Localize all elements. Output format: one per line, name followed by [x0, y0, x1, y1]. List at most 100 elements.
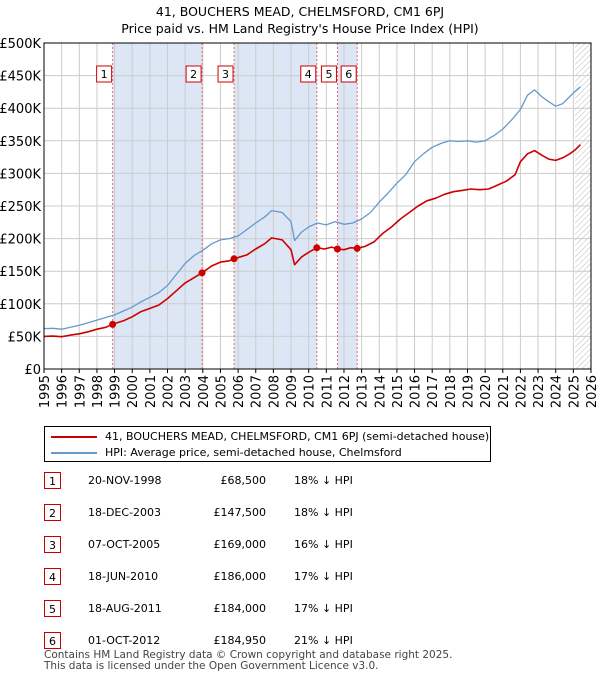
- y-tick-label: £200K: [0, 233, 41, 248]
- y-tick-label: £0: [24, 363, 41, 378]
- x-tick-label: 2010: [303, 375, 318, 408]
- y-tick-label: £400K: [0, 102, 41, 117]
- x-tick-label: 2000: [126, 375, 141, 408]
- x-tick-label: 2003: [179, 375, 194, 408]
- sale-date: 18-AUG-2011: [88, 602, 162, 615]
- sale-label-box: [96, 65, 113, 83]
- x-tick-label: 2018: [444, 375, 459, 408]
- plot-frame: [43, 42, 592, 370]
- x-tick-label: 2019: [461, 375, 476, 408]
- y-tick-label: £450K: [0, 70, 41, 85]
- sale-date: 18-JUN-2010: [88, 570, 159, 583]
- sale-price: £184,000: [213, 602, 267, 615]
- sale-label-box: [340, 65, 357, 83]
- sale-marker: [198, 269, 206, 277]
- sale-number-badge: 1: [44, 472, 61, 489]
- table-row: 2 18-DEC-2003 £147,500 18% ↓ HPI: [44, 504, 384, 524]
- sale-marker: [109, 320, 117, 328]
- x-tick-label: 2024: [550, 375, 565, 408]
- x-tick-label: 2008: [267, 375, 282, 408]
- sale-number-badge: 2: [44, 504, 61, 521]
- y-tick-label: £350K: [0, 135, 41, 150]
- sale-date: 18-DEC-2003: [88, 506, 162, 519]
- hpi-line: [43, 86, 581, 330]
- x-tick-label: 2025: [567, 375, 582, 408]
- sale-price: £184,950: [213, 634, 267, 647]
- table-row: 5 18-AUG-2011 £184,000 17% ↓ HPI: [44, 600, 384, 620]
- x-tick-label: 2002: [162, 375, 177, 408]
- sale-label-box: [320, 65, 337, 83]
- x-tick-label: 1995: [38, 375, 53, 408]
- sale-date: 01-OCT-2012: [88, 634, 161, 647]
- x-tick-label: 2016: [409, 375, 424, 408]
- x-tick-label: 1998: [91, 375, 106, 408]
- sale-label-number: 6: [345, 68, 352, 81]
- sale-marker: [230, 255, 238, 263]
- x-tick-label: 2021: [497, 375, 512, 408]
- x-tick-label: 1999: [109, 375, 124, 408]
- x-tick-label: 2022: [514, 375, 529, 408]
- x-tick-label: 2017: [426, 375, 441, 408]
- x-tick-label: 2014: [373, 375, 388, 408]
- sale-marker: [353, 244, 361, 252]
- sale-price: £147,500: [213, 506, 267, 519]
- sale-label-box: [217, 65, 234, 83]
- x-tick-label: 2007: [250, 375, 265, 408]
- x-tick-label: 2011: [320, 375, 335, 408]
- x-tick-label: 1997: [73, 375, 88, 408]
- x-tick-label: 2015: [391, 375, 406, 408]
- sale-hpi-diff: 18% ↓ HPI: [294, 506, 353, 519]
- x-tick-label: 2006: [232, 375, 247, 408]
- table-row: 3 07-OCT-2005 £169,000 16% ↓ HPI: [44, 536, 384, 556]
- sale-label-box: [300, 65, 317, 83]
- legend-swatch-price: [51, 436, 97, 438]
- sale-marker: [313, 244, 321, 252]
- x-tick-label: 2001: [144, 375, 159, 408]
- y-tick-label: £50K: [8, 330, 42, 345]
- x-tick-label: 2012: [338, 375, 353, 408]
- chart-title: 41, BOUCHERS MEAD, CHELMSFORD, CM1 6PJ: [155, 4, 445, 19]
- sale-date: 07-OCT-2005: [88, 538, 161, 551]
- sale-hpi-diff: 16% ↓ HPI: [294, 538, 353, 551]
- chart-subtitle: Price paid vs. HM Land Registry's House …: [121, 21, 479, 36]
- sale-hpi-diff: 18% ↓ HPI: [294, 474, 353, 487]
- y-tick-label: £250K: [0, 200, 41, 215]
- sale-hpi-diff: 21% ↓ HPI: [294, 634, 353, 647]
- x-tick-label: 2023: [532, 375, 547, 408]
- sale-marker: [333, 245, 341, 253]
- sale-number-badge: 3: [44, 536, 61, 553]
- sale-label-number: 5: [325, 68, 332, 81]
- x-tick-label: 2020: [479, 375, 494, 408]
- table-row: 1 20-NOV-1998 £68,500 18% ↓ HPI: [44, 472, 384, 492]
- sale-price: £68,500: [220, 474, 267, 487]
- legend-label-hpi: HPI: Average price, semi-detached house,…: [105, 446, 402, 459]
- sale-label-box: [185, 65, 202, 83]
- sale-label-number: 4: [305, 68, 312, 81]
- sale-label-number: 1: [101, 68, 108, 81]
- sale-number-badge: 5: [44, 600, 61, 617]
- price-paid-line: [43, 144, 581, 338]
- x-tick-label: 2004: [197, 375, 212, 408]
- y-tick-label: £300K: [0, 167, 41, 182]
- footer-licence: This data is licensed under the Open Gov…: [44, 660, 379, 672]
- footer-attribution: Contains HM Land Registry data © Crown c…: [44, 650, 452, 672]
- table-row: 4 18-JUN-2010 £186,000 17% ↓ HPI: [44, 568, 384, 588]
- sale-price: £186,000: [213, 570, 267, 583]
- y-tick-label: £150K: [0, 265, 41, 280]
- table-row: 6 01-OCT-2012 £184,950 21% ↓ HPI: [44, 632, 384, 652]
- x-tick-label: 2009: [285, 375, 300, 408]
- legend-swatch-hpi: [51, 452, 97, 454]
- x-tick-label: 1996: [56, 375, 71, 408]
- footer-copyright: Contains HM Land Registry data © Crown c…: [44, 649, 453, 661]
- sale-hpi-diff: 17% ↓ HPI: [294, 602, 353, 615]
- sale-date: 20-NOV-1998: [88, 474, 162, 487]
- legend-label-price: 41, BOUCHERS MEAD, CHELMSFORD, CM1 6PJ (…: [105, 430, 490, 443]
- sale-number-badge: 4: [44, 568, 61, 585]
- sale-price: £169,000: [213, 538, 267, 551]
- x-tick-label: 2026: [585, 375, 600, 408]
- y-tick-label: £100K: [0, 298, 41, 313]
- x-tick-label: 2005: [214, 375, 229, 408]
- sale-label-number: 3: [222, 68, 229, 81]
- legend: 41, BOUCHERS MEAD, CHELMSFORD, CM1 6PJ (…: [44, 426, 491, 462]
